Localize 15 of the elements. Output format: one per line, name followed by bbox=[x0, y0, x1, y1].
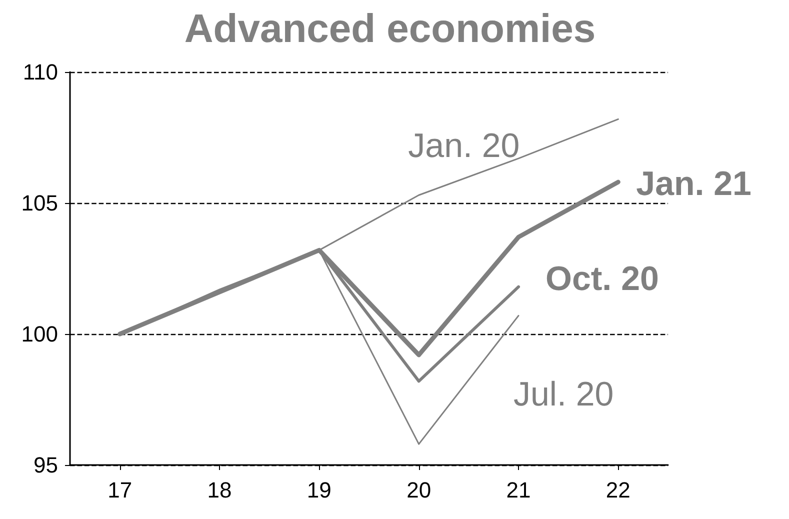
x-tick-label: 20 bbox=[406, 478, 432, 502]
series-label: Jan. 20 bbox=[408, 127, 520, 166]
series-label: Oct. 20 bbox=[546, 260, 659, 298]
x-tick-label: 22 bbox=[606, 478, 630, 502]
x-tick-label: 18 bbox=[207, 478, 232, 502]
y-tick-label: 100 bbox=[21, 322, 58, 346]
x-tick-label: 19 bbox=[306, 478, 332, 502]
series-label: Jan. 21 bbox=[636, 165, 752, 204]
chart-title: Advanced economies bbox=[184, 7, 596, 51]
y-tick-label: 105 bbox=[21, 190, 58, 216]
y-tick-label: 95 bbox=[34, 452, 58, 478]
y-tick-label: 110 bbox=[22, 60, 58, 84]
x-tick-label: 21 bbox=[506, 478, 531, 502]
series-label: Jul. 20 bbox=[514, 376, 614, 414]
x-tick-label: 17 bbox=[108, 478, 132, 502]
